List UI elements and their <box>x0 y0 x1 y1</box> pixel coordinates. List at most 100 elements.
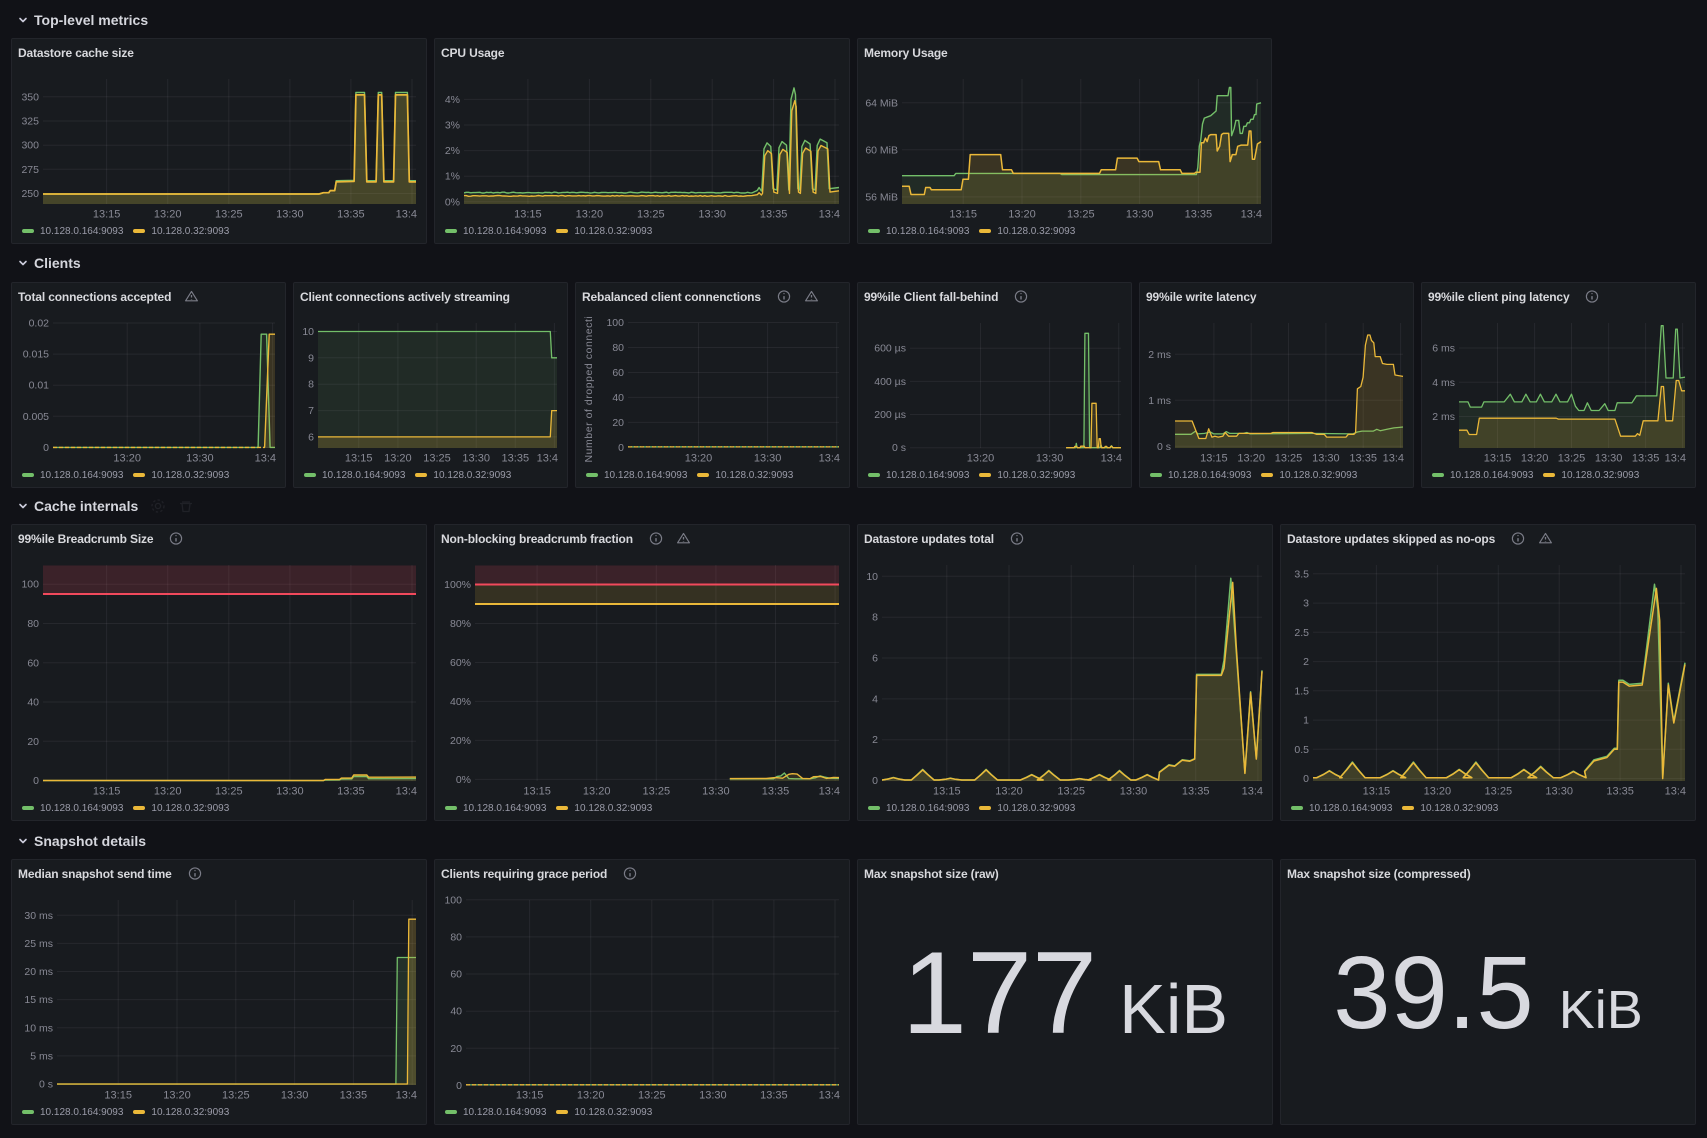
svg-text:0.02: 0.02 <box>29 318 50 330</box>
svg-text:13:35: 13:35 <box>1632 453 1660 465</box>
svg-text:13:30: 13:30 <box>1126 209 1154 221</box>
svg-text:1%: 1% <box>445 171 460 183</box>
svg-text:0 s: 0 s <box>1157 441 1171 453</box>
svg-text:60 MiB: 60 MiB <box>865 144 898 156</box>
svg-text:7: 7 <box>308 405 314 417</box>
svg-text:13:25: 13:25 <box>1067 209 1095 221</box>
svg-text:13:30: 13:30 <box>698 209 726 221</box>
svg-text:13:4: 13:4 <box>1242 786 1263 798</box>
svg-text:13:30: 13:30 <box>276 786 304 798</box>
svg-text:13:30: 13:30 <box>1595 453 1623 465</box>
svg-text:13:4: 13:4 <box>1665 453 1686 465</box>
svg-text:2 ms: 2 ms <box>1432 411 1455 423</box>
svg-text:0 s: 0 s <box>39 1079 53 1091</box>
svg-text:10 ms: 10 ms <box>24 1022 53 1034</box>
svg-text:60%: 60% <box>450 657 471 669</box>
svg-text:13:30: 13:30 <box>702 786 730 798</box>
svg-text:13:15: 13:15 <box>104 1090 132 1102</box>
svg-text:100: 100 <box>21 579 39 591</box>
svg-text:40: 40 <box>450 1006 462 1018</box>
svg-text:13:35: 13:35 <box>760 1090 788 1102</box>
svg-text:13:20: 13:20 <box>685 453 713 465</box>
svg-text:13:15: 13:15 <box>514 209 542 221</box>
svg-text:325: 325 <box>21 116 39 128</box>
svg-text:275: 275 <box>21 164 39 176</box>
svg-text:60: 60 <box>450 969 462 981</box>
svg-text:20: 20 <box>612 417 624 429</box>
svg-text:0.015: 0.015 <box>23 349 49 361</box>
svg-text:0.005: 0.005 <box>23 411 49 423</box>
svg-text:13:20: 13:20 <box>163 1090 191 1102</box>
svg-text:20: 20 <box>27 736 39 748</box>
svg-text:13:4: 13:4 <box>396 786 417 798</box>
svg-text:13:25: 13:25 <box>215 209 243 221</box>
svg-text:13:30: 13:30 <box>1312 453 1340 465</box>
svg-text:13:4: 13:4 <box>819 453 840 465</box>
svg-text:0%: 0% <box>445 196 460 208</box>
svg-text:2: 2 <box>1303 656 1309 668</box>
svg-text:13:30: 13:30 <box>462 453 490 465</box>
svg-text:13:25: 13:25 <box>222 1090 250 1102</box>
svg-text:20%: 20% <box>450 735 471 747</box>
svg-text:13:20: 13:20 <box>1237 453 1265 465</box>
svg-text:13:30: 13:30 <box>754 453 782 465</box>
svg-text:60: 60 <box>612 367 624 379</box>
svg-text:80: 80 <box>450 931 462 943</box>
svg-text:10: 10 <box>302 326 314 338</box>
svg-text:5 ms: 5 ms <box>30 1050 53 1062</box>
svg-text:13:15: 13:15 <box>523 786 551 798</box>
svg-text:13:25: 13:25 <box>423 453 451 465</box>
svg-text:3%: 3% <box>445 120 460 132</box>
svg-text:13:30: 13:30 <box>699 1090 727 1102</box>
svg-text:6 ms: 6 ms <box>1432 343 1455 355</box>
svg-text:13:15: 13:15 <box>1200 453 1228 465</box>
svg-text:13:25: 13:25 <box>643 786 671 798</box>
svg-text:4 ms: 4 ms <box>1432 377 1455 389</box>
svg-text:13:20: 13:20 <box>1521 453 1549 465</box>
svg-text:13:4: 13:4 <box>819 786 840 798</box>
svg-text:13:4: 13:4 <box>1101 453 1122 465</box>
svg-text:13:20: 13:20 <box>1008 209 1036 221</box>
svg-text:40: 40 <box>27 697 39 709</box>
svg-text:30 ms: 30 ms <box>24 910 53 922</box>
svg-text:13:30: 13:30 <box>1120 786 1148 798</box>
svg-text:13:20: 13:20 <box>577 1090 605 1102</box>
svg-text:13:20: 13:20 <box>967 453 995 465</box>
svg-text:6: 6 <box>872 653 878 665</box>
svg-text:13:30: 13:30 <box>1036 453 1064 465</box>
svg-text:13:4: 13:4 <box>819 1090 840 1102</box>
svg-text:13:20: 13:20 <box>154 786 182 798</box>
svg-text:6: 6 <box>308 431 314 443</box>
svg-text:1: 1 <box>1303 715 1309 727</box>
svg-text:13:25: 13:25 <box>1485 786 1513 798</box>
svg-text:13:15: 13:15 <box>345 453 373 465</box>
svg-text:100: 100 <box>606 317 624 329</box>
svg-text:4%: 4% <box>445 94 460 106</box>
svg-text:13:4: 13:4 <box>1383 453 1404 465</box>
svg-text:13:30: 13:30 <box>276 209 304 221</box>
svg-text:0: 0 <box>1303 773 1309 785</box>
svg-text:0: 0 <box>456 1080 462 1092</box>
svg-text:13:15: 13:15 <box>1363 786 1391 798</box>
svg-text:13:20: 13:20 <box>583 786 611 798</box>
svg-text:2: 2 <box>872 734 878 746</box>
svg-text:13:15: 13:15 <box>933 786 961 798</box>
svg-text:0 s: 0 s <box>892 442 906 454</box>
svg-text:20: 20 <box>450 1043 462 1055</box>
svg-text:13:15: 13:15 <box>1484 453 1512 465</box>
svg-text:0%: 0% <box>456 774 471 786</box>
svg-text:13:15: 13:15 <box>93 209 121 221</box>
svg-text:13:4: 13:4 <box>819 209 840 221</box>
svg-text:0.01: 0.01 <box>29 380 50 392</box>
svg-text:80: 80 <box>27 618 39 630</box>
svg-text:0.5: 0.5 <box>1294 744 1309 756</box>
svg-text:300: 300 <box>21 140 39 152</box>
svg-text:25 ms: 25 ms <box>24 938 53 950</box>
svg-text:9: 9 <box>308 352 314 364</box>
svg-text:13:4: 13:4 <box>396 209 417 221</box>
svg-text:15 ms: 15 ms <box>24 994 53 1006</box>
svg-text:0: 0 <box>618 442 624 454</box>
svg-text:1.5: 1.5 <box>1294 685 1309 697</box>
svg-text:8: 8 <box>308 379 314 391</box>
svg-text:60: 60 <box>27 657 39 669</box>
